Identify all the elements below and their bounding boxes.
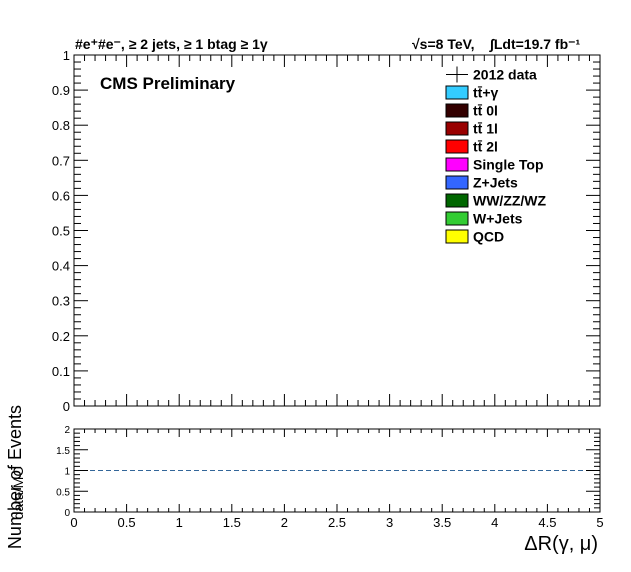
- legend-swatch: [445, 175, 469, 190]
- legend-entry-label: tt̄ 2l: [473, 138, 498, 154]
- legend-swatch: [445, 157, 469, 172]
- ratio-x-tick-label: 1: [176, 515, 183, 530]
- ratio-x-tick-label: 4: [491, 515, 498, 530]
- main-y-ticks: 0 0.1 0.2 0.3 0.4 0.5 0.6 0.7 0.8 0.9 1: [52, 48, 600, 414]
- main-y-tick-label: 0.7: [52, 153, 70, 168]
- ratio-y-tick-label: 2: [64, 425, 70, 436]
- ratio-y-ticks: 0 0.5 1 1.5 2: [56, 425, 600, 519]
- legend-swatch: [445, 211, 469, 226]
- ratio-x-tick-label: 2.5: [328, 515, 346, 530]
- legend-entry-label: Single Top: [473, 157, 544, 173]
- main-plot-frame: [73, 54, 601, 407]
- ratio-panel: 00.511.52 0 0.5 1 1.5 2 2.5 3 3.5 4 4.5 5 data/MC …: [10, 425, 604, 555]
- legend-entry-label: W+Jets: [473, 211, 523, 227]
- main-y-tick-label: 0.4: [52, 259, 70, 274]
- ratio-x-tick-label: 0: [70, 515, 77, 530]
- legend-swatch: [445, 103, 469, 118]
- ratio-x-ticks: 0 0.5 1 1.5 2 2.5 3 3.5 4 4.5 5: [70, 429, 604, 530]
- ratio-x-tick-label: 5: [596, 515, 603, 530]
- legend-entry-label: Z+Jets: [473, 175, 518, 191]
- main-y-tick-label: 0.5: [52, 224, 70, 239]
- legend-swatch: [445, 193, 469, 208]
- ratio-plot-frame: [73, 428, 601, 513]
- ratio-y-tick-label: 1: [64, 467, 70, 478]
- main-y-tick-label: 0.8: [52, 118, 70, 133]
- main-y-tick-label: 0.9: [52, 83, 70, 98]
- ratio-x-tick-label: 2: [281, 515, 288, 530]
- ratio-y-axis-label: data/MC: [10, 467, 26, 520]
- main-y-tick-label: 1: [63, 48, 70, 63]
- legend-entry-label: WW/ZZ/WZ: [473, 193, 547, 209]
- legend-entry-label: tt̄+γ: [473, 84, 499, 100]
- ratio-y-tick-label: 0.5: [56, 487, 70, 498]
- ratio-y-tick-label: 1.5: [56, 446, 70, 457]
- ratio-x-tick-label: 1.5: [223, 515, 241, 530]
- legend-entry-label: tt̄ 1l: [473, 120, 498, 136]
- legend-swatch: [445, 139, 469, 154]
- luminosity-title: ∫Ldt=19.7 fb⁻¹: [489, 36, 581, 53]
- ratio-x-tick-label: 3: [386, 515, 393, 530]
- main-y-tick-label: 0.6: [52, 188, 70, 203]
- ratio-x-tick-label: 0.5: [118, 515, 136, 530]
- main-y-tick-label: 0.1: [52, 364, 70, 379]
- ratio-x-tick-label: 3.5: [433, 515, 451, 530]
- main-y-tick-label: 0.3: [52, 294, 70, 309]
- cms-preliminary-label: CMS Preliminary: [100, 74, 236, 93]
- legend-entry-label: 2012 data: [473, 67, 537, 83]
- main-y-tick-label: 0: [63, 399, 70, 414]
- main-y-tick-label: 0.2: [52, 329, 70, 344]
- main-x-ticks: [73, 55, 601, 406]
- ratio-y-tick-label: 0: [64, 508, 70, 519]
- channel-selection-title: #e⁺#e⁻, ≥ 2 jets, ≥ 1 btag ≥ 1γ: [75, 36, 268, 52]
- legend-entry-label: QCD: [473, 229, 504, 245]
- ratio-x-axis-label: ΔR(γ, μ): [524, 533, 598, 555]
- legend-swatch: [445, 229, 469, 244]
- ratio-x-tick-label: 4.5: [538, 515, 556, 530]
- energy-title: √s=8 TeV,: [412, 36, 475, 52]
- legend-entry-label: tt̄ 0l: [473, 102, 498, 118]
- main-panel: 0 0.1 0.2 0.3 0.4 0.5 0.6 0.7 0.8 0.9 1 Number of …: [5, 48, 601, 549]
- legend-swatch: [445, 85, 469, 100]
- main-y-axis-label: Number of Events: [5, 405, 25, 549]
- legend-swatch: [445, 121, 469, 136]
